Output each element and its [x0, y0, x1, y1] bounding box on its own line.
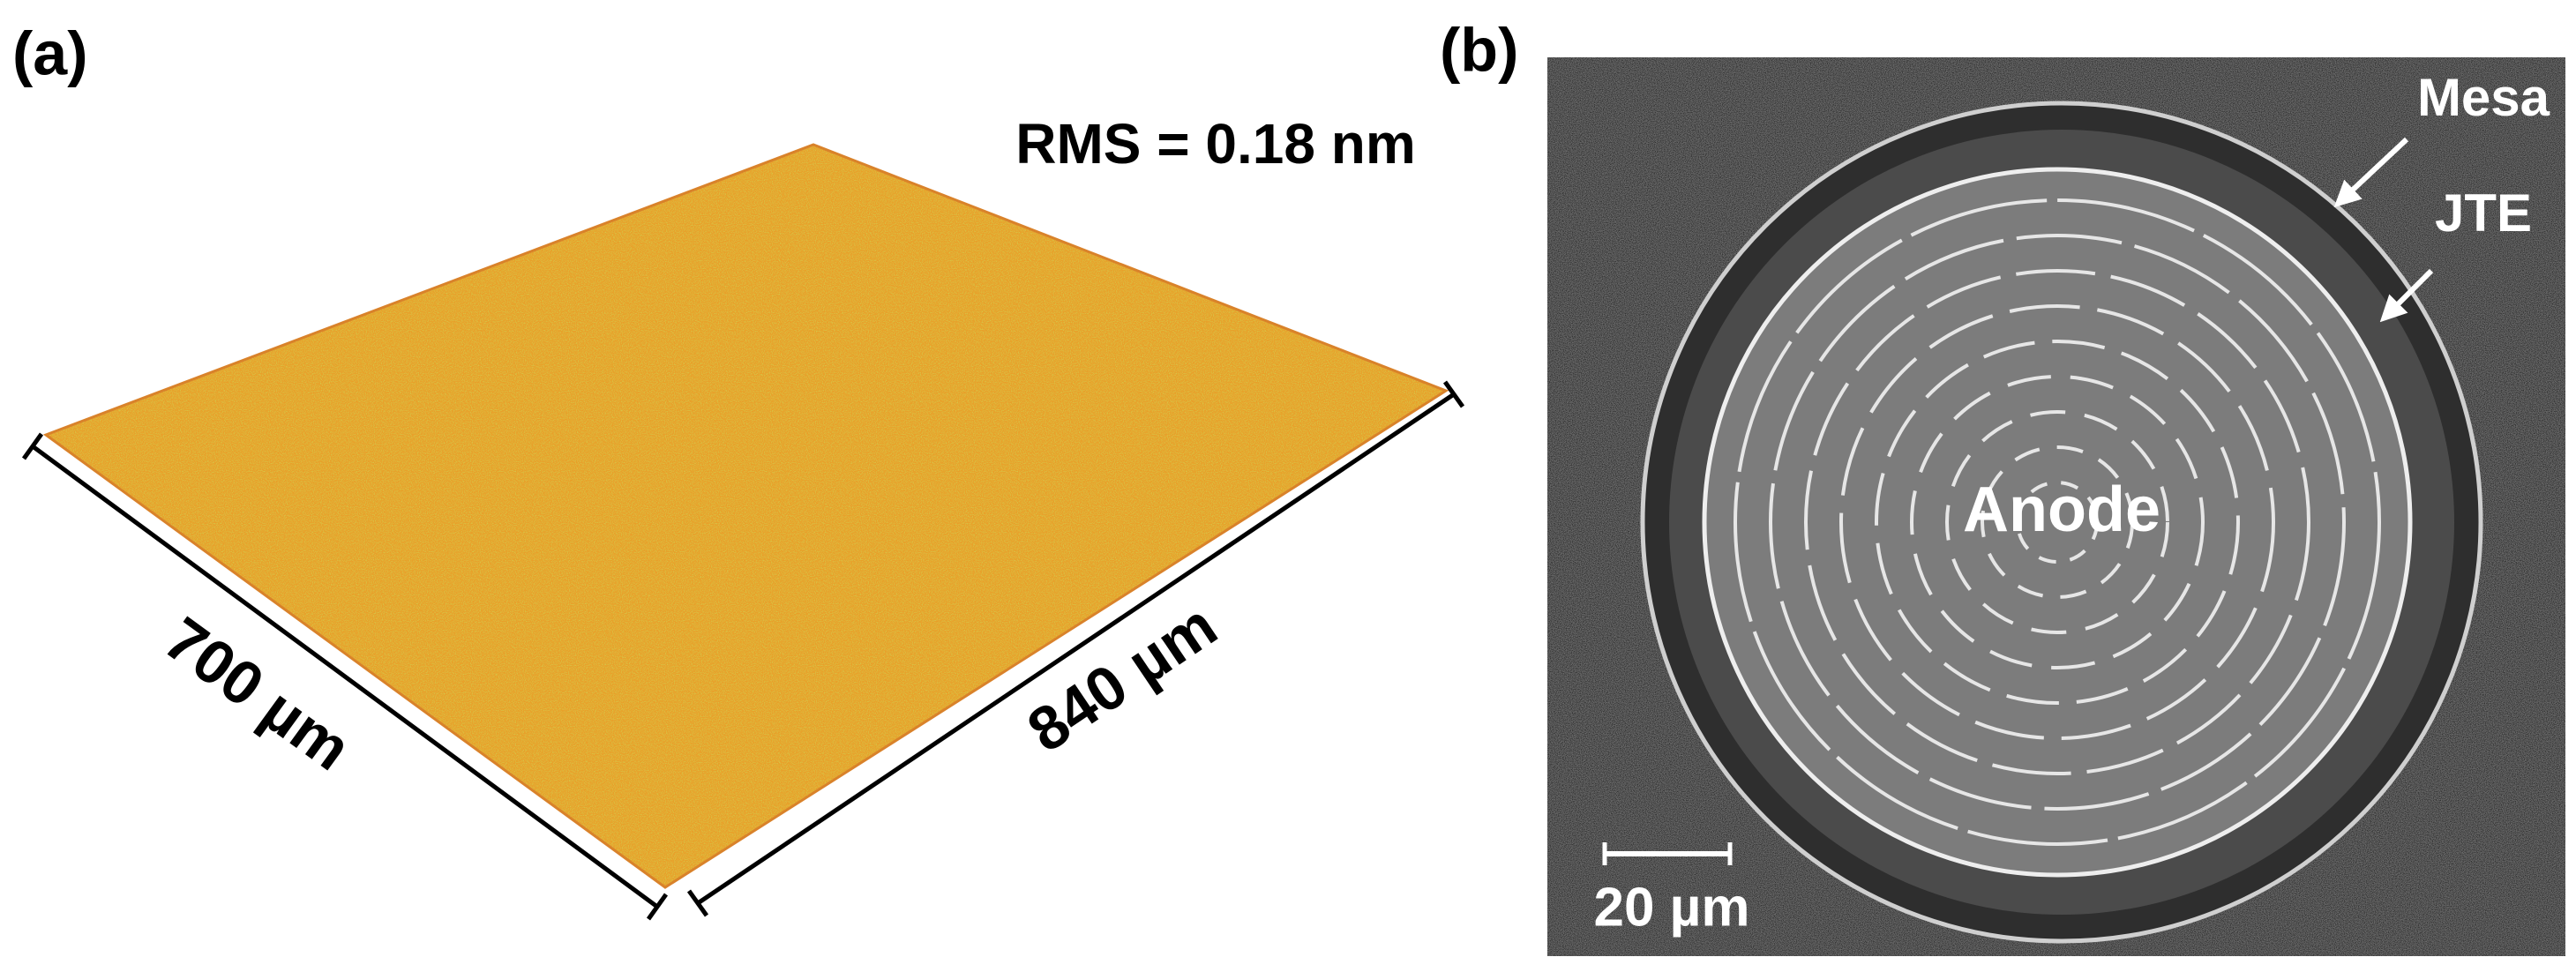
- tick: [686, 889, 709, 917]
- jte-arrow: [2379, 268, 2434, 323]
- ring: [1981, 445, 2134, 599]
- panel-b: (b) Anode Mesa JTE 20 µm: [1440, 15, 2565, 956]
- ring: [1875, 340, 2240, 705]
- ring: [2016, 481, 2099, 564]
- panel-a: (a) RMS = 0.18 nm 700 µm 840 µm: [12, 19, 1465, 921]
- surface-map: [46, 145, 1446, 887]
- ring: [1910, 375, 2205, 669]
- panel-label: (b): [1440, 15, 1518, 84]
- ring: [1945, 410, 2169, 634]
- dimension-lines: [21, 380, 1465, 921]
- length-line: [696, 392, 1456, 906]
- jte-label: JTE: [2435, 183, 2532, 243]
- anode-label: Anode: [1963, 475, 2160, 545]
- ring: [1734, 198, 2381, 846]
- anode-rings: [1734, 198, 2381, 846]
- ring: [1804, 269, 2310, 775]
- width-line: [31, 444, 659, 909]
- anode: [1702, 167, 2413, 878]
- mesa-label: Mesa: [2417, 68, 2550, 127]
- mesa-arrow: [2333, 137, 2409, 208]
- rms-label: RMS = 0.18 nm: [1015, 112, 1416, 176]
- ring: [1839, 304, 2275, 740]
- panel-label: (a): [12, 19, 88, 87]
- tick: [1442, 380, 1465, 408]
- tick: [21, 432, 44, 460]
- scale-bar-label: 20 µm: [1593, 877, 1749, 938]
- tick: [646, 893, 669, 921]
- ring: [1769, 234, 2346, 811]
- surface-edge: [42, 143, 1449, 889]
